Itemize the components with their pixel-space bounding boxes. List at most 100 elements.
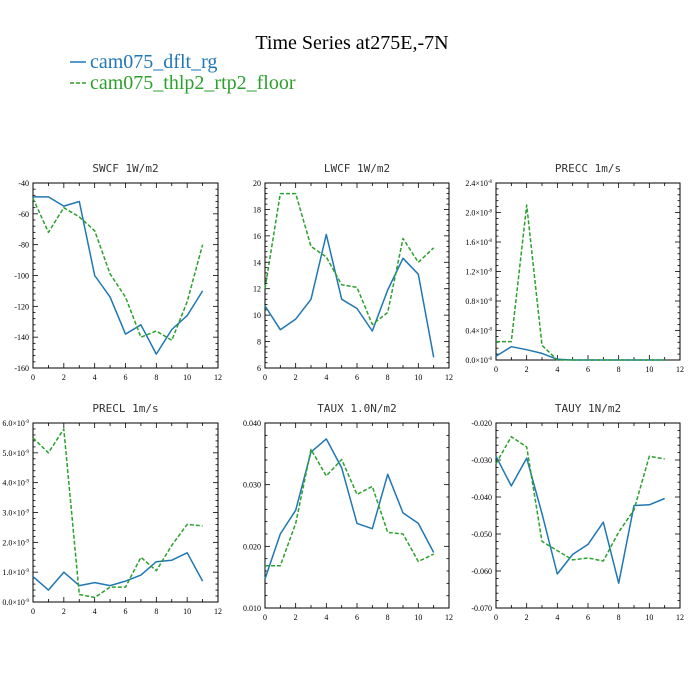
plot-frame: [264, 182, 450, 369]
x-tick-label: 6: [586, 365, 590, 374]
x-tick-label: 10: [414, 613, 422, 622]
series-line-1: [495, 455, 665, 584]
series-line-1: [33, 196, 204, 355]
x-tick-label: 10: [645, 613, 653, 622]
x-tick-label: 2: [294, 613, 298, 622]
x-tick-label: 10: [414, 373, 422, 382]
y-tick-label: 2.4×10-8: [465, 179, 492, 188]
y-tick-label: -0.040: [471, 493, 492, 502]
x-tick-label: 12: [676, 365, 684, 374]
x-tick-label: 6: [355, 613, 359, 622]
plot-frame: [32, 182, 219, 369]
y-tick-label: 5.0×10-9: [2, 449, 29, 458]
x-tick-label: 6: [586, 613, 590, 622]
panel-2: LWCF 1W/m2 0 2 4 6 8 10 12 6 8 10 12 14 16 18 20: [253, 162, 453, 382]
legend-label-1: cam075_dflt_rg: [90, 51, 217, 73]
x-tick-label: 10: [183, 607, 191, 616]
series-line-1: [32, 552, 204, 591]
series-line-2: [495, 435, 665, 562]
x-tick-label: 8: [154, 607, 158, 616]
x-tick-label: 4: [324, 613, 328, 622]
y-tick-label: -60: [18, 210, 29, 219]
x-tick-label: 0: [31, 607, 35, 616]
series-line-2: [264, 192, 435, 326]
y-tick-label: 2.0×10-8: [465, 209, 492, 218]
y-tick-label: 10: [253, 311, 261, 320]
y-tick-label: 14: [253, 258, 261, 267]
panel-title: TAUY 1N/m2: [555, 402, 621, 415]
figure-title: Time Series at275E,-7N: [255, 32, 448, 54]
series-line-1: [264, 233, 435, 358]
y-tick-label: -0.050: [471, 530, 492, 539]
x-tick-label: 2: [294, 373, 298, 382]
y-tick-label: 0.4×10-8: [465, 327, 492, 336]
y-tick-label: 0.020: [243, 542, 261, 551]
y-tick-label: 16: [253, 232, 261, 241]
y-tick-label: -80: [18, 241, 29, 250]
y-tick-label: 8: [257, 338, 261, 347]
x-tick-label: 6: [355, 373, 359, 382]
y-tick-label: -0.020: [471, 419, 492, 428]
panel-1: SWCF 1W/m2 0 2 4 6 8 10 12 -160 -140 -120 -100 -80 -6…: [14, 162, 222, 382]
y-tick-label: -0.030: [471, 456, 492, 465]
x-tick-label: 0: [263, 373, 267, 382]
y-tick-label: 0.030: [243, 481, 261, 490]
y-tick-label: -40: [18, 179, 29, 188]
y-tick-label: -0.060: [471, 567, 492, 576]
x-tick-label: 2: [62, 373, 66, 382]
x-tick-label: 12: [214, 373, 222, 382]
plot-frame: [495, 182, 681, 361]
x-tick-label: 6: [124, 607, 128, 616]
y-tick-label: -100: [14, 272, 29, 281]
y-tick-label: -120: [14, 302, 29, 311]
x-tick-label: 4: [324, 373, 328, 382]
y-tick-label: 12: [253, 285, 261, 294]
legend-label-2: cam075_thlp2_rtp2_floor: [90, 72, 296, 94]
panel-title: LWCF 1W/m2: [324, 162, 390, 175]
x-tick-label: 8: [617, 365, 621, 374]
y-tick-label: 20: [253, 179, 261, 188]
y-tick-label: 0.010: [243, 604, 261, 613]
y-tick-label: 6.0×10-9: [2, 419, 29, 428]
panel-title: TAUX 1.0N/m2: [317, 402, 396, 415]
y-tick-label: 1.2×10-8: [465, 268, 492, 277]
y-tick-label: 0.0×10-8: [465, 356, 492, 365]
panel-title: PRECL 1m/s: [92, 402, 158, 415]
x-tick-label: 12: [676, 613, 684, 622]
series-line-1: [495, 345, 665, 361]
y-tick-label: 0.8×10-8: [465, 297, 492, 306]
x-tick-label: 0: [31, 373, 35, 382]
panel-6: TAUY 1N/m2 0 2 4 6 8 10 12 -0.070 -0.060 -0.050 -0.…: [471, 402, 684, 622]
y-tick-label: 3.0×10-9: [2, 509, 29, 518]
x-tick-label: 12: [214, 607, 222, 616]
y-tick-label: -140: [14, 333, 29, 342]
x-tick-label: 0: [494, 365, 498, 374]
x-tick-label: 12: [445, 613, 453, 622]
y-tick-label: -160: [14, 364, 29, 373]
x-tick-label: 8: [154, 373, 158, 382]
series-line-2: [32, 428, 203, 599]
x-tick-label: 8: [386, 613, 390, 622]
legend: cam075_dflt_rg cam075_thlp2_rtp2_floor: [70, 51, 296, 94]
x-tick-label: 8: [617, 613, 621, 622]
y-tick-label: -0.070: [471, 604, 492, 613]
x-tick-label: 4: [93, 607, 97, 616]
x-tick-label: 8: [386, 373, 390, 382]
y-tick-label: 18: [253, 205, 261, 214]
x-tick-label: 2: [525, 613, 529, 622]
series-line-2: [32, 198, 204, 342]
y-tick-label: 0.040: [243, 419, 261, 428]
y-tick-label: 0.0×10-9: [2, 598, 29, 607]
y-tick-label: 1.0×10-9: [2, 568, 29, 577]
y-tick-label: 1.6×10-8: [465, 238, 492, 247]
y-tick-label: 4.0×10-9: [2, 479, 29, 488]
series-line-2: [496, 204, 665, 361]
series-line-2: [265, 448, 435, 567]
x-tick-label: 10: [645, 365, 653, 374]
x-tick-label: 4: [555, 613, 559, 622]
panels: SWCF 1W/m2 0 2 4 6 8 10 12 -160 -140 -120 -100 -80 -6…: [2, 162, 684, 622]
plot-frame: [495, 422, 681, 609]
x-tick-label: 4: [93, 373, 97, 382]
panel-title: SWCF 1W/m2: [92, 162, 158, 175]
x-tick-label: 4: [555, 365, 559, 374]
